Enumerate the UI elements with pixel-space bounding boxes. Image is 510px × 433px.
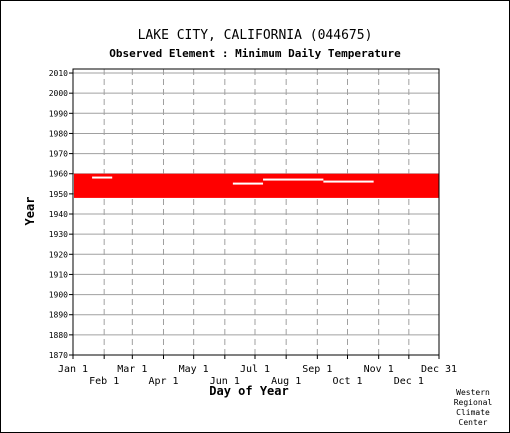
x-tick-label: Apr 1 [148, 376, 178, 387]
x-tick-label: Mar 1 [117, 364, 147, 375]
y-tick-label: 1950 [49, 190, 68, 199]
y-tick-label: 1980 [49, 129, 68, 138]
x-tick-label: Aug 1 [271, 376, 301, 387]
y-axis-label: Year [23, 197, 37, 226]
x-tick-label: Dec 31 [421, 364, 457, 375]
x-tick-label: Sep 1 [302, 364, 332, 375]
x-tick-label: May 1 [179, 364, 209, 375]
x-tick-label: Jun 1 [210, 376, 240, 387]
x-tick-label: Feb 1 [89, 376, 119, 387]
x-tick-label: Oct 1 [332, 376, 362, 387]
x-tick-label: Dec 1 [394, 376, 424, 387]
y-tick-label: 1940 [49, 210, 68, 219]
data-gap [263, 178, 324, 181]
credit-line: Center [458, 418, 488, 427]
y-tick-label: 1920 [49, 250, 68, 259]
y-tick-label: 1870 [49, 351, 68, 360]
x-axis: Jan 1 Mar 1 May 1 Jul 1 Sep 1 Nov 1 Dec 31 Feb … [58, 355, 457, 387]
y-tick-label: 1880 [49, 331, 68, 340]
x-tick-label: Jul 1 [240, 364, 270, 375]
credit-line: Climate [456, 408, 490, 417]
y-tick-label: 1900 [49, 291, 68, 300]
plot-border [72, 68, 440, 356]
x-tick-label: Nov 1 [364, 364, 394, 375]
y-tick-label: 1890 [49, 311, 68, 320]
credit-line: Western [456, 388, 490, 397]
x-axis-label: Day of Year [209, 384, 288, 398]
credit-line: Regional [453, 398, 493, 407]
y-tick-label: 1960 [49, 170, 68, 179]
data-gap [92, 176, 113, 179]
y-tick-label: 1970 [49, 150, 68, 159]
y-tick-label: 1930 [49, 230, 68, 239]
grid [73, 69, 439, 356]
data-gap [323, 180, 374, 183]
data-region [74, 173, 439, 198]
y-tick-label: 2010 [49, 69, 68, 78]
data-coverage-band [74, 173, 439, 198]
y-tick-label: 1990 [49, 109, 68, 118]
wrcc-credit: Western Regional Climate Center [443, 388, 503, 428]
data-gap [232, 182, 264, 185]
chart-title: LAKE CITY, CALIFORNIA (044675) [138, 28, 373, 43]
y-axis: 2010 2000 1990 1980 1970 1960 1950 1940 1930 1920… [49, 69, 73, 360]
y-tick-label: 2000 [49, 89, 68, 98]
chart-subtitle: Observed Element : Minimum Daily Tempera… [109, 47, 401, 60]
y-tick-label: 1910 [49, 270, 68, 279]
x-tick-label: Jan 1 [58, 364, 88, 375]
